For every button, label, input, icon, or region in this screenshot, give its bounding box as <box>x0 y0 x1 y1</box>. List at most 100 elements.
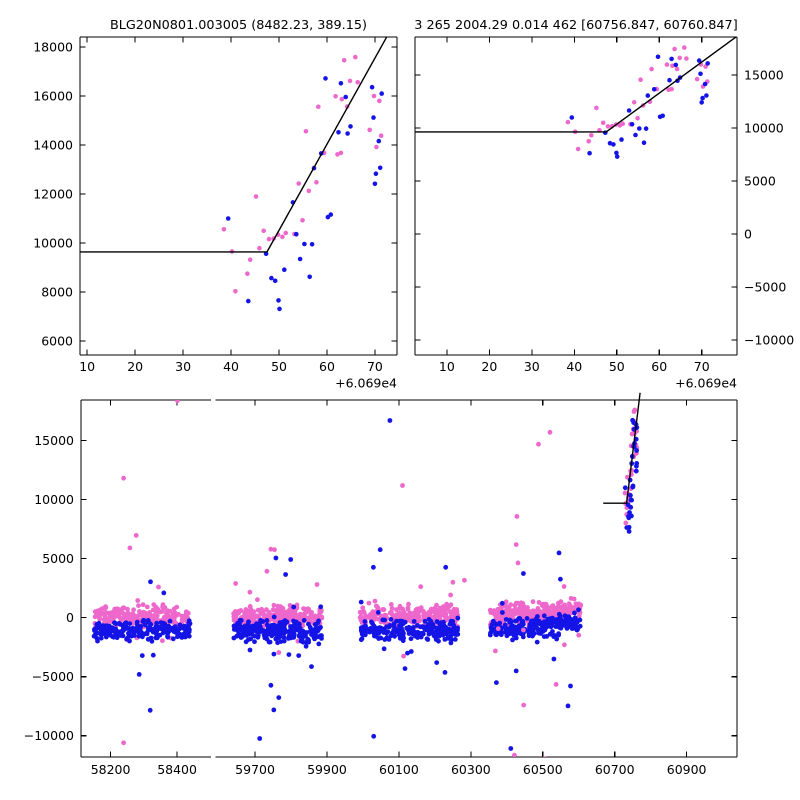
data-point <box>371 115 376 120</box>
x-axis-offset-label: +6.069e4 <box>675 376 737 391</box>
data-point <box>282 267 287 273</box>
data-point <box>246 637 251 642</box>
data-point <box>310 632 316 637</box>
data-point <box>309 664 314 669</box>
data-point <box>514 610 519 616</box>
data-point <box>377 165 383 171</box>
data-point <box>630 483 636 489</box>
data-point <box>287 603 293 608</box>
data-point <box>164 611 170 616</box>
data-point <box>553 608 559 613</box>
data-point <box>452 637 458 642</box>
data-point <box>400 633 406 639</box>
data-point <box>145 611 151 617</box>
data-point <box>367 614 373 619</box>
axis-spines <box>79 36 398 356</box>
data-point <box>492 612 498 617</box>
data-point <box>234 633 240 639</box>
data-point <box>167 625 173 631</box>
data-point <box>362 619 368 624</box>
data-point <box>556 550 562 556</box>
data-point <box>388 602 394 607</box>
data-point <box>489 622 495 628</box>
data-point <box>113 632 119 638</box>
data-point <box>372 181 378 187</box>
x-tick-label: 50 <box>609 359 625 374</box>
data-point <box>664 62 670 67</box>
data-point <box>276 615 281 621</box>
data-point <box>550 629 555 634</box>
data-point <box>268 546 274 552</box>
data-point <box>694 76 700 82</box>
data-point <box>162 614 167 620</box>
data-point <box>562 642 567 648</box>
x-tick-label: 20 <box>481 359 497 374</box>
model-line <box>415 37 737 133</box>
data-point <box>544 623 550 629</box>
data-point <box>535 606 541 611</box>
data-point <box>371 564 376 570</box>
data-point <box>387 418 393 423</box>
data-point <box>382 629 387 635</box>
y-tick-label: 10000 <box>744 120 784 135</box>
x-tick-label: 30 <box>524 359 540 374</box>
data-point <box>316 618 321 624</box>
data-point <box>266 236 272 242</box>
data-point <box>316 104 321 110</box>
data-point <box>271 651 277 657</box>
data-point <box>451 622 456 628</box>
data-point <box>517 616 523 621</box>
data-point <box>568 683 573 689</box>
data-point <box>358 599 364 605</box>
data-point <box>319 615 325 621</box>
data-point <box>434 630 439 636</box>
data-point <box>629 122 635 127</box>
data-point <box>288 557 294 562</box>
data-point <box>705 61 710 66</box>
data-point <box>246 298 251 304</box>
data-point <box>513 668 519 674</box>
data-point <box>345 131 350 136</box>
data-point <box>570 622 575 628</box>
data-point <box>277 306 282 312</box>
data-point <box>369 84 375 90</box>
data-point <box>105 629 111 635</box>
data-point <box>174 604 180 610</box>
y-ticks <box>415 74 737 341</box>
data-point <box>125 635 130 641</box>
data-point <box>505 626 510 632</box>
y-tick-label: −5000 <box>744 279 786 294</box>
data-point <box>274 607 280 613</box>
data-point <box>451 610 457 616</box>
data-point <box>108 610 114 616</box>
data-point <box>166 614 172 620</box>
data-point <box>131 607 137 613</box>
data-point <box>309 610 314 615</box>
data-point <box>181 625 186 631</box>
data-point <box>495 606 501 612</box>
data-point <box>489 627 494 633</box>
y-tick-label: 12000 <box>33 186 73 201</box>
data-point <box>371 614 377 620</box>
data-point <box>92 628 97 633</box>
data-point <box>487 607 493 613</box>
data-point <box>281 635 287 640</box>
y-tick-label: 14000 <box>33 137 73 152</box>
data-point <box>376 138 382 144</box>
data-point <box>396 628 402 634</box>
data-point <box>273 555 279 561</box>
data-point <box>502 622 508 628</box>
data-point <box>136 672 142 677</box>
data-point <box>121 615 127 621</box>
data-point <box>704 93 709 98</box>
x-tick-label: 60 <box>319 359 335 374</box>
data-point <box>565 703 571 709</box>
data-point <box>121 740 126 746</box>
data-point <box>628 493 633 498</box>
data-point <box>343 94 349 100</box>
y-tick-label: −10000 <box>744 332 794 347</box>
data-point <box>408 649 414 654</box>
data-point <box>611 142 616 147</box>
data-point <box>264 607 269 613</box>
